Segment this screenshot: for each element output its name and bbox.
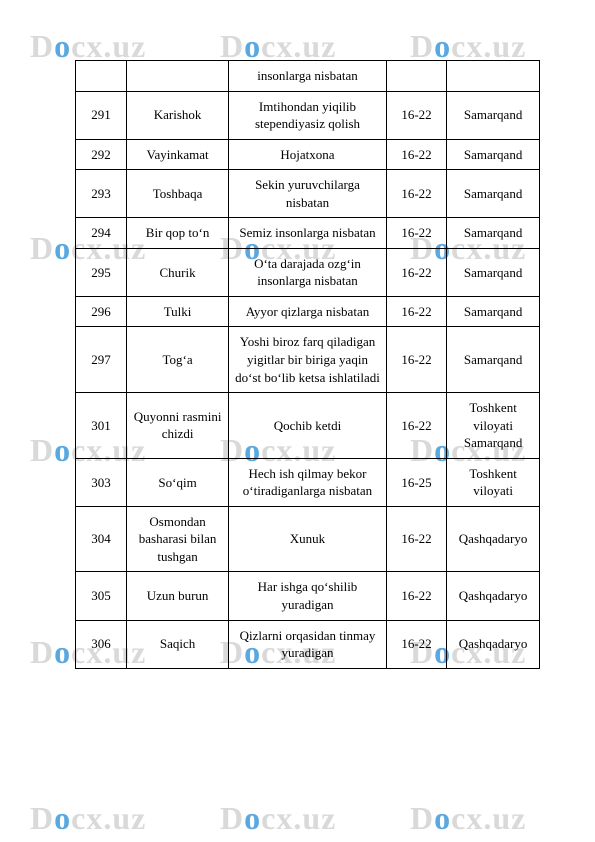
table-cell: 16-22 (386, 91, 446, 139)
table-row: 295ChurikO‘ta darajada ozg‘in insonlarga… (76, 248, 540, 296)
table-cell: 301 (76, 393, 127, 459)
table-cell: Semiz insonlarga nisbatan (229, 218, 387, 249)
table-row: 291KarishokImtihondan yiqilib stependiya… (76, 91, 540, 139)
table-cell: Toshkent viloyati (447, 458, 540, 506)
table-cell: 305 (76, 572, 127, 620)
table-cell (386, 61, 446, 92)
table-cell: Qizlarni orqasidan tinmay yuradigan (229, 620, 387, 668)
table-cell: Hojatxona (229, 139, 387, 170)
table-cell: 291 (76, 91, 127, 139)
table-cell: Imtihondan yiqilib stependiyasiz qolish (229, 91, 387, 139)
table-cell: Samarqand (447, 139, 540, 170)
table-cell: 16-22 (386, 506, 446, 572)
table-cell: Uzun burun (127, 572, 229, 620)
table-row: 301Quyonni rasmini chizdiQochib ketdi16-… (76, 393, 540, 459)
table-cell: 16-22 (386, 572, 446, 620)
watermark: Docx.uz (410, 800, 526, 837)
table-cell (127, 61, 229, 92)
table-cell: 297 (76, 327, 127, 393)
table-row: 296TulkiAyyor qizlarga nisbatan16-22Sama… (76, 296, 540, 327)
table-row: 294Bir qop to‘nSemiz insonlarga nisbatan… (76, 218, 540, 249)
table-cell: Toshbaqa (127, 170, 229, 218)
table-cell: 303 (76, 458, 127, 506)
watermark: Docx.uz (30, 800, 146, 837)
table-row: 303So‘qimHech ish qilmay bekor o‘tiradig… (76, 458, 540, 506)
table-cell: 16-22 (386, 218, 446, 249)
table-cell: Churik (127, 248, 229, 296)
table-cell: 16-22 (386, 620, 446, 668)
table-cell: 294 (76, 218, 127, 249)
table-cell: Samarqand (447, 218, 540, 249)
table-cell: Saqich (127, 620, 229, 668)
table-cell: 304 (76, 506, 127, 572)
table-row: 297Tog‘aYoshi biroz farq qiladigan yigit… (76, 327, 540, 393)
table-row: 304Osmondan basharasi bilan tushganXunuk… (76, 506, 540, 572)
table-row: 306SaqichQizlarni orqasidan tinmay yurad… (76, 620, 540, 668)
table-cell: insonlarga nisbatan (229, 61, 387, 92)
table-cell: Karishok (127, 91, 229, 139)
table-cell: 16-22 (386, 248, 446, 296)
watermark: Docx.uz (220, 800, 336, 837)
table-cell: Samarqand (447, 327, 540, 393)
table-row: 293ToshbaqaSekin yuruvchilarga nisbatan1… (76, 170, 540, 218)
table-cell: Hech ish qilmay bekor o‘tiradiganlarga n… (229, 458, 387, 506)
table-cell: 293 (76, 170, 127, 218)
table-cell: 16-22 (386, 296, 446, 327)
table-cell (76, 61, 127, 92)
table-cell (447, 61, 540, 92)
table-row: 305Uzun burunHar ishga qo‘shilib yuradig… (76, 572, 540, 620)
table-cell: Har ishga qo‘shilib yuradigan (229, 572, 387, 620)
table-cell: Yoshi biroz farq qiladigan yigitlar bir … (229, 327, 387, 393)
table-cell: 16-22 (386, 327, 446, 393)
table-cell: Qochib ketdi (229, 393, 387, 459)
table-cell: 292 (76, 139, 127, 170)
table-cell: Osmondan basharasi bilan tushgan (127, 506, 229, 572)
table-cell: Samarqand (447, 248, 540, 296)
table-cell: 16-22 (386, 139, 446, 170)
table-cell: Quyonni rasmini chizdi (127, 393, 229, 459)
table-cell: Qashqadaryo (447, 506, 540, 572)
table-cell: 16-25 (386, 458, 446, 506)
table-row: insonlarga nisbatan (76, 61, 540, 92)
table-cell: 295 (76, 248, 127, 296)
table-cell: Xunuk (229, 506, 387, 572)
table-cell: Sekin yuruvchilarga nisbatan (229, 170, 387, 218)
table-cell: 306 (76, 620, 127, 668)
table-cell: O‘ta darajada ozg‘in insonlarga nisbatan (229, 248, 387, 296)
table-cell: Qashqadaryo (447, 620, 540, 668)
table-cell: Toshkent viloyati Samarqand (447, 393, 540, 459)
table-cell: Vayinkamat (127, 139, 229, 170)
table-cell: Samarqand (447, 296, 540, 327)
table-cell: Tulki (127, 296, 229, 327)
table-cell: So‘qim (127, 458, 229, 506)
table-cell: Samarqand (447, 170, 540, 218)
table-cell: Tog‘a (127, 327, 229, 393)
table-cell: Qashqadaryo (447, 572, 540, 620)
table-cell: Ayyor qizlarga nisbatan (229, 296, 387, 327)
table-cell: 16-22 (386, 393, 446, 459)
table-cell: Bir qop to‘n (127, 218, 229, 249)
table-cell: Samarqand (447, 91, 540, 139)
table-cell: 296 (76, 296, 127, 327)
data-table: insonlarga nisbatan291KarishokImtihondan… (75, 60, 540, 669)
table-row: 292VayinkamatHojatxona16-22Samarqand (76, 139, 540, 170)
table-cell: 16-22 (386, 170, 446, 218)
